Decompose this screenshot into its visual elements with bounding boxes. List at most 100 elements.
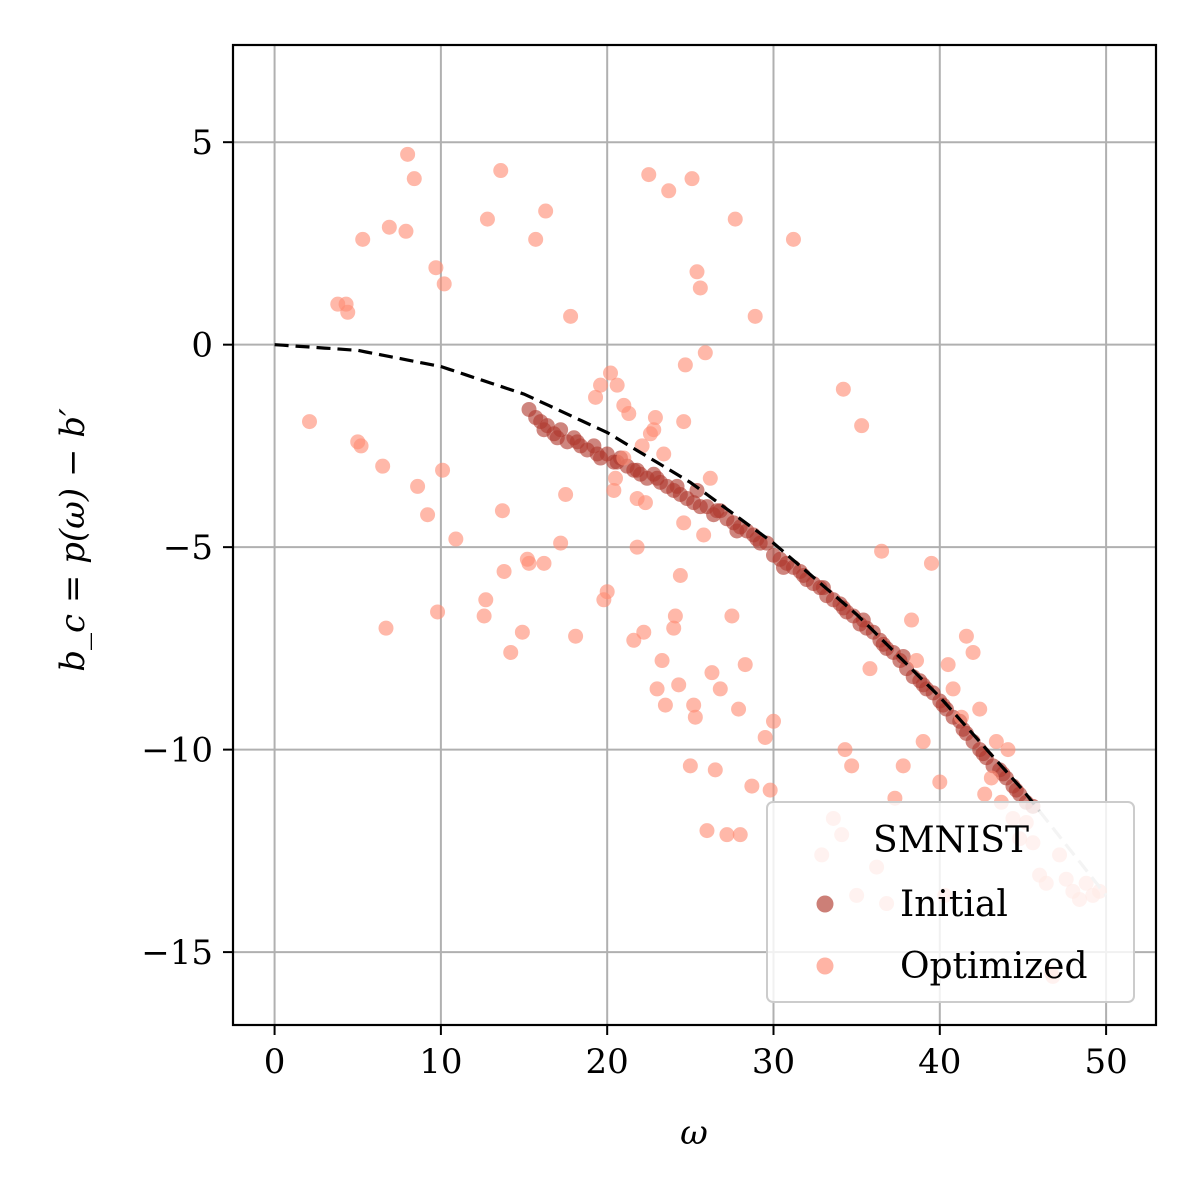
optimized-point (689, 264, 705, 280)
initial-point (649, 470, 665, 486)
optimized-point (479, 211, 495, 227)
legend-label-optimized: Optimized (900, 946, 1088, 987)
optimized-point (353, 438, 369, 454)
initial-point (955, 721, 971, 737)
x-tick-label: 10 (419, 1042, 462, 1082)
optimized-point (302, 414, 318, 430)
initial-point (875, 636, 891, 652)
optimized-point (699, 823, 715, 839)
optimized-point (972, 701, 988, 717)
optimized-point (737, 657, 753, 673)
x-tick-label: 20 (586, 1042, 629, 1082)
optimized-point (762, 782, 778, 798)
optimized-point (340, 304, 356, 320)
initial-point (536, 422, 552, 438)
optimized-point (496, 563, 512, 579)
y-axis-label: b_c = p(ω) − b′ (53, 408, 93, 672)
optimized-point (528, 231, 544, 247)
optimized-point (765, 713, 781, 729)
optimized-point (378, 620, 394, 636)
optimized-point (915, 734, 931, 750)
x-tick-label: 50 (1084, 1042, 1127, 1082)
optimized-point (744, 778, 760, 794)
optimized-point (476, 608, 492, 624)
optimized-point (854, 418, 870, 434)
optimized-point (654, 653, 670, 669)
optimized-point (940, 657, 956, 673)
optimized-point (381, 219, 397, 235)
optimized-point (958, 628, 974, 644)
optimized-point (536, 555, 552, 571)
optimized-point (493, 163, 509, 179)
optimized-point (503, 644, 519, 660)
optimized-point (608, 470, 624, 486)
legend-box (766, 801, 1135, 1003)
initial-point (549, 430, 565, 446)
optimized-point (436, 276, 452, 292)
optimized-point (514, 624, 530, 640)
optimized-point (375, 458, 391, 474)
initial-point (709, 503, 725, 519)
optimized-point (647, 410, 663, 426)
optimized-point (676, 414, 692, 430)
optimized-point (785, 231, 801, 247)
optimized-point (747, 308, 763, 324)
optimized-point (649, 681, 665, 697)
optimized-point (932, 774, 948, 790)
optimized-point (538, 203, 554, 219)
optimized-point (909, 653, 925, 669)
optimized-point (641, 167, 657, 183)
optimized-point (724, 608, 740, 624)
optimized-point (558, 487, 574, 503)
optimized-point (355, 231, 371, 247)
optimized-point (494, 503, 510, 519)
optimized-point (712, 681, 728, 697)
optimized-point (732, 827, 748, 843)
optimized-point (874, 543, 890, 559)
optimized-point (719, 827, 735, 843)
legend: SMNIST Initial Optimized (766, 801, 1135, 1003)
reference-curve-line (274, 343, 1041, 813)
optimized-point (398, 223, 414, 239)
optimized-point (410, 478, 426, 494)
optimized-point (904, 612, 920, 628)
optimized-point (697, 345, 713, 361)
optimized-point (677, 357, 693, 373)
optimized-point (448, 531, 464, 547)
optimized-point (428, 260, 444, 276)
optimized-point (521, 555, 537, 571)
initial-point (589, 446, 605, 462)
optimized-point (661, 183, 677, 199)
x-tick-label: 40 (918, 1042, 961, 1082)
plot-frame (231, 43, 1158, 1027)
optimized-point (953, 709, 969, 725)
optimized-point (682, 758, 698, 774)
initial-point (895, 648, 911, 664)
optimized-point (629, 539, 645, 555)
y-tick-label: −15 (141, 933, 213, 973)
optimized-point (568, 628, 584, 644)
optimized-point (862, 661, 878, 677)
optimized-point (642, 426, 658, 442)
y-tick-label: 5 (191, 123, 213, 163)
optimized-point (727, 211, 743, 227)
optimized-point (945, 681, 961, 697)
initial-point (775, 559, 791, 575)
optimized-point (687, 709, 703, 725)
optimized-point (702, 470, 718, 486)
optimized-point (588, 389, 604, 405)
optimized-point (696, 527, 712, 543)
optimized-point (835, 381, 851, 397)
optimized-point (667, 608, 683, 624)
optimized-point (621, 406, 637, 422)
optimized-point (731, 701, 747, 717)
optimized-point (844, 758, 860, 774)
legend-marker-optimized (816, 957, 834, 975)
optimized-point (616, 450, 632, 466)
optimized-point (603, 365, 619, 381)
x-tick-label: 30 (752, 1042, 795, 1082)
optimized-point (406, 171, 422, 187)
